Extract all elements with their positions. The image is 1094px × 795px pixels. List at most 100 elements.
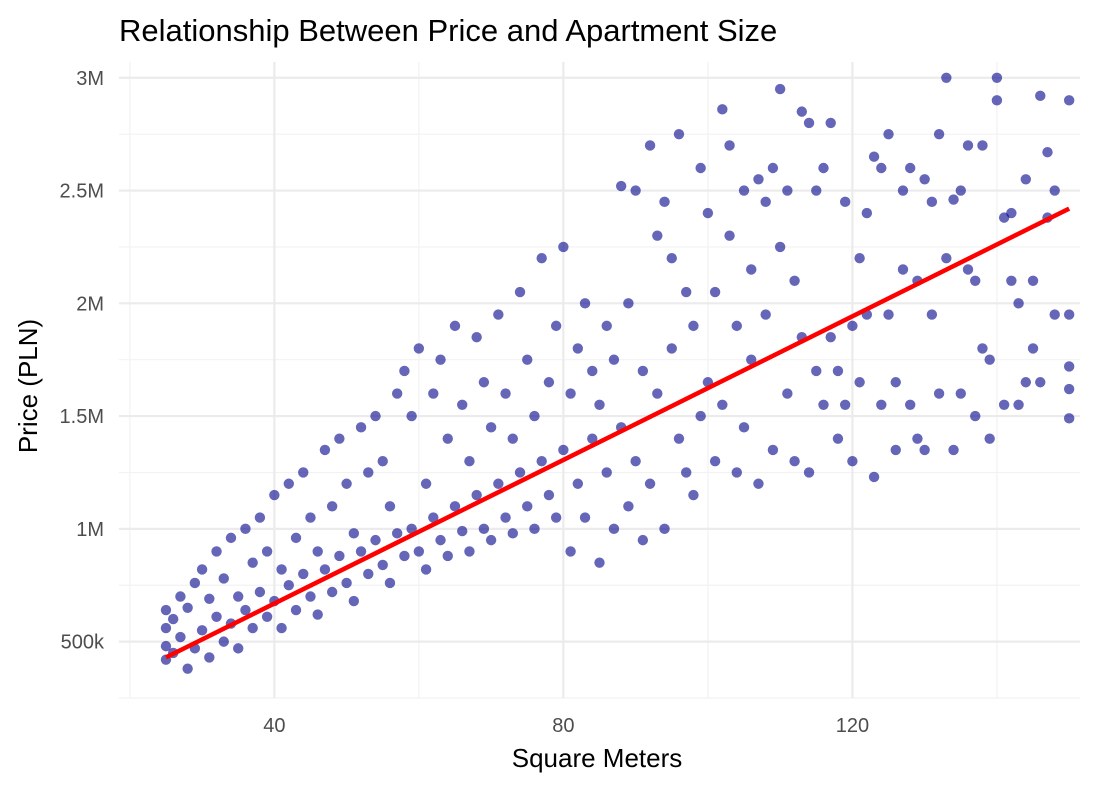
scatter-point	[233, 643, 244, 654]
scatter-point	[1020, 174, 1032, 185]
scatter-point	[543, 489, 555, 501]
scatter-point	[941, 253, 952, 264]
scatter-point	[204, 593, 215, 604]
x-tick-label: 120	[836, 715, 869, 737]
scatter-point	[883, 128, 894, 140]
scatter-point	[601, 467, 612, 478]
scatter-point	[767, 162, 779, 174]
scatter-point	[904, 399, 916, 411]
scatter-point	[514, 467, 526, 478]
scatter-point	[276, 564, 287, 575]
scatter-point	[803, 467, 815, 478]
scatter-point	[832, 433, 844, 444]
scatter-point	[904, 162, 916, 174]
y-tick-label: 3M	[76, 68, 104, 90]
scatter-point	[1035, 377, 1046, 388]
x-axis-tick-labels: 40 80 120	[263, 715, 869, 737]
scatter-point	[702, 207, 714, 219]
scatter-point	[283, 580, 295, 591]
scatter-point	[196, 625, 208, 636]
scatter-point	[637, 365, 649, 377]
scatter-point	[391, 528, 403, 539]
scatter-point	[746, 264, 757, 275]
scatter-point	[550, 320, 562, 332]
scatter-point	[753, 478, 764, 489]
scatter-point	[767, 444, 779, 456]
scatter-point	[789, 275, 800, 286]
scatter-point	[435, 534, 446, 546]
scatter-point	[1063, 95, 1075, 106]
scatter-point	[522, 501, 533, 512]
scatter-point	[839, 399, 851, 411]
scatter-point	[753, 174, 764, 185]
scatter-point	[868, 151, 880, 162]
scatter-point	[991, 95, 1003, 106]
scatter-point	[167, 613, 179, 625]
scatter-point	[391, 388, 403, 399]
scatter-point	[384, 577, 396, 589]
scatter-point	[579, 512, 591, 523]
scatter-point	[941, 72, 952, 83]
scatter-point	[355, 546, 367, 557]
scatter-point	[435, 354, 446, 365]
scatter-point	[948, 444, 959, 456]
scatter-point	[1013, 399, 1024, 411]
scatter-point	[558, 241, 569, 253]
scatter-point	[587, 365, 598, 377]
scatter-point	[724, 230, 735, 241]
scatter-point	[550, 512, 562, 523]
y-tick-label: 2M	[76, 293, 104, 315]
scatter-point	[182, 602, 193, 613]
scatter-point	[652, 388, 663, 399]
scatter-point	[565, 388, 576, 399]
scatter-point	[666, 343, 677, 354]
scatter-point	[673, 128, 685, 140]
scatter-point	[326, 501, 338, 512]
scatter-point	[912, 433, 923, 444]
scatter-point	[290, 532, 302, 544]
scatter-point	[305, 591, 316, 602]
scatter-point	[370, 534, 381, 546]
scatter-point	[933, 128, 945, 140]
scatter-point	[630, 185, 641, 196]
scatter-point	[803, 117, 815, 129]
scatter-point	[825, 117, 836, 129]
scatter-point	[363, 568, 374, 580]
scatter-point	[811, 185, 822, 196]
scatter-point	[608, 523, 620, 535]
scatter-point	[420, 564, 432, 575]
scatter-point	[1020, 377, 1032, 388]
scatter-point	[731, 467, 742, 478]
y-tick-label: 2.5M	[60, 181, 104, 203]
scatter-point	[594, 557, 605, 568]
scatter-point	[673, 433, 685, 444]
scatter-point	[341, 478, 352, 489]
scatter-point	[442, 433, 453, 444]
scatter-point	[464, 455, 475, 467]
scatter-point	[774, 241, 786, 253]
scatter-point	[399, 550, 410, 562]
scatter-point	[984, 433, 995, 444]
scatter-point	[1027, 343, 1039, 354]
scatter-points	[160, 72, 1075, 674]
scatter-point	[261, 546, 273, 557]
scatter-point	[659, 523, 670, 535]
scatter-point	[854, 253, 865, 264]
scatter-point	[1035, 90, 1046, 102]
scatter-point	[204, 652, 215, 663]
scatter-point	[442, 550, 453, 562]
scatter-point	[738, 185, 750, 196]
scatter-point	[428, 512, 439, 523]
scatter-point	[413, 546, 425, 557]
scatter-point	[948, 194, 959, 205]
scatter-point	[175, 591, 186, 602]
scatter-point	[876, 162, 887, 174]
scatter-point	[478, 377, 490, 388]
scatter-point	[240, 604, 251, 616]
y-tick-label: 500k	[61, 632, 105, 654]
scatter-point	[348, 528, 360, 539]
scatter-point	[1006, 207, 1017, 219]
scatter-point	[428, 388, 439, 399]
scatter-point	[955, 388, 966, 399]
